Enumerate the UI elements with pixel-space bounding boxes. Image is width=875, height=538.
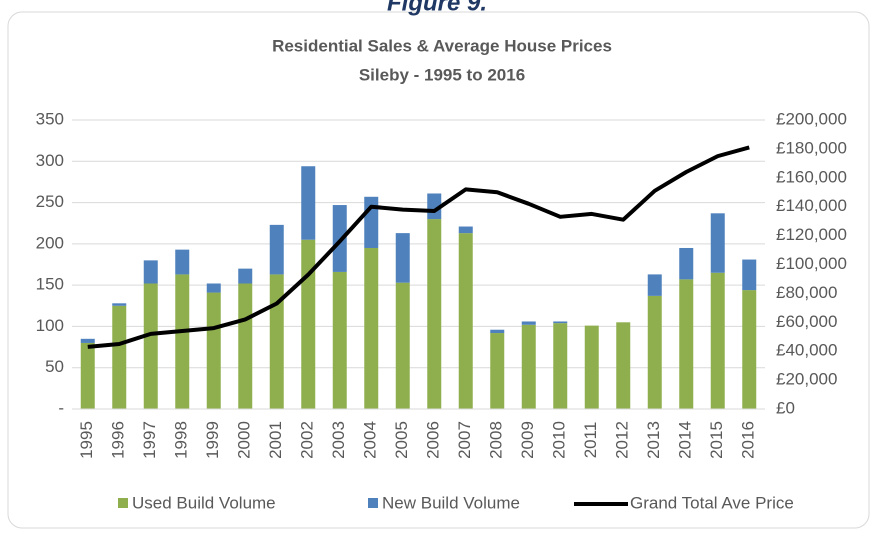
bar-segment [206, 283, 221, 293]
y-tick-label: 250 [36, 192, 64, 211]
y-tick-label: 350 [36, 109, 64, 128]
x-tick-label: 2011 [581, 422, 600, 459]
legend-label: Grand Total Ave Price [630, 493, 794, 512]
bar-segment [458, 226, 473, 234]
y2-tick-label: £160,000 [776, 167, 847, 186]
bar-segment [143, 260, 158, 284]
y2-tick-label: £100,000 [776, 254, 847, 273]
x-tick-label: 2009 [518, 421, 537, 459]
bar-segment [490, 329, 505, 334]
x-tick-label: 2001 [266, 421, 285, 459]
legend-label: New Build Volume [382, 493, 520, 512]
x-tick-label: 1996 [109, 421, 128, 459]
bar-segment [175, 274, 190, 409]
bar-segment [301, 239, 316, 409]
bar-segment [647, 295, 662, 409]
chart-title: Residential Sales & Average House Prices [272, 36, 612, 55]
bar-segment [710, 272, 725, 409]
bar-segment [80, 342, 95, 409]
x-tick-label: 2006 [424, 421, 443, 459]
x-tick-label: 2010 [550, 421, 569, 459]
x-tick-label: 2004 [361, 421, 380, 459]
bar-segment [206, 292, 221, 409]
y-tick-label: - [58, 398, 64, 417]
bar-segment [427, 219, 442, 409]
x-tick-label: 2008 [487, 421, 506, 459]
bar-segment [521, 324, 536, 409]
bar-segment [112, 305, 127, 409]
chart-subtitle: Sileby - 1995 to 2016 [359, 65, 525, 84]
y2-tick-label: £180,000 [776, 138, 847, 157]
x-tick-label: 2015 [707, 421, 726, 459]
bar-segment [238, 268, 253, 284]
y2-tick-label: £20,000 [776, 370, 837, 389]
bar-segment [364, 196, 379, 248]
x-tick-label: 2005 [392, 421, 411, 459]
bar-segment [742, 290, 757, 409]
x-tick-label: 2003 [329, 421, 348, 459]
y2-tick-label: £60,000 [776, 312, 837, 331]
bar-segment [490, 333, 505, 409]
y2-tick-label: £200,000 [776, 109, 847, 128]
x-tick-label: 1998 [172, 421, 191, 459]
y2-tick-label: £80,000 [776, 283, 837, 302]
y-tick-label: 50 [45, 357, 64, 376]
y2-tick-label: £120,000 [776, 225, 847, 244]
bar-segment [679, 279, 694, 409]
figure-label: Figure 9. [387, 0, 487, 16]
y-tick-label: 150 [36, 275, 64, 294]
bar-segment [364, 247, 379, 409]
bar-segment [112, 303, 127, 306]
legend-swatch [368, 498, 378, 508]
bar-segment [710, 213, 725, 273]
bar-segment [80, 338, 95, 343]
x-tick-label: 1997 [140, 421, 159, 459]
bar-segment [553, 323, 568, 409]
bar-segment [238, 283, 253, 409]
price-line [87, 145, 750, 349]
bar-segment [584, 325, 599, 409]
bar-segment [521, 321, 536, 325]
y2-tick-label: £0 [776, 398, 795, 417]
bar-segment [553, 321, 568, 324]
x-tick-label: 1995 [77, 421, 96, 459]
bar-segment [647, 274, 662, 296]
bar-segment [616, 322, 631, 409]
x-tick-label: 2000 [235, 421, 254, 459]
bar-segment [395, 282, 410, 409]
y2-tick-label: £140,000 [776, 196, 847, 215]
y-tick-label: 300 [36, 151, 64, 170]
x-tick-label: 1999 [203, 421, 222, 459]
y2-tick-label: £40,000 [776, 341, 837, 360]
x-tick-label: 2014 [676, 421, 695, 459]
bar-segment [679, 247, 694, 280]
x-tick-label: 2013 [644, 421, 663, 459]
bar-segment [332, 271, 347, 409]
bar-segment [395, 233, 410, 283]
x-tick-label: 2012 [613, 421, 632, 459]
y-tick-label: 100 [36, 316, 64, 335]
bar-segment [301, 166, 316, 240]
bar-segment [175, 249, 190, 275]
bar-segment [269, 224, 284, 275]
bar-segment [458, 233, 473, 409]
bar-segment [742, 259, 757, 291]
x-tick-label: 2007 [455, 421, 474, 459]
y-tick-label: 200 [36, 233, 64, 252]
x-tick-label: 2016 [739, 421, 758, 459]
bar-segment [269, 274, 284, 409]
legend-swatch [118, 498, 128, 508]
bar-segment [143, 283, 158, 409]
legend-label: Used Build Volume [132, 493, 276, 512]
x-tick-label: 2002 [298, 421, 317, 459]
